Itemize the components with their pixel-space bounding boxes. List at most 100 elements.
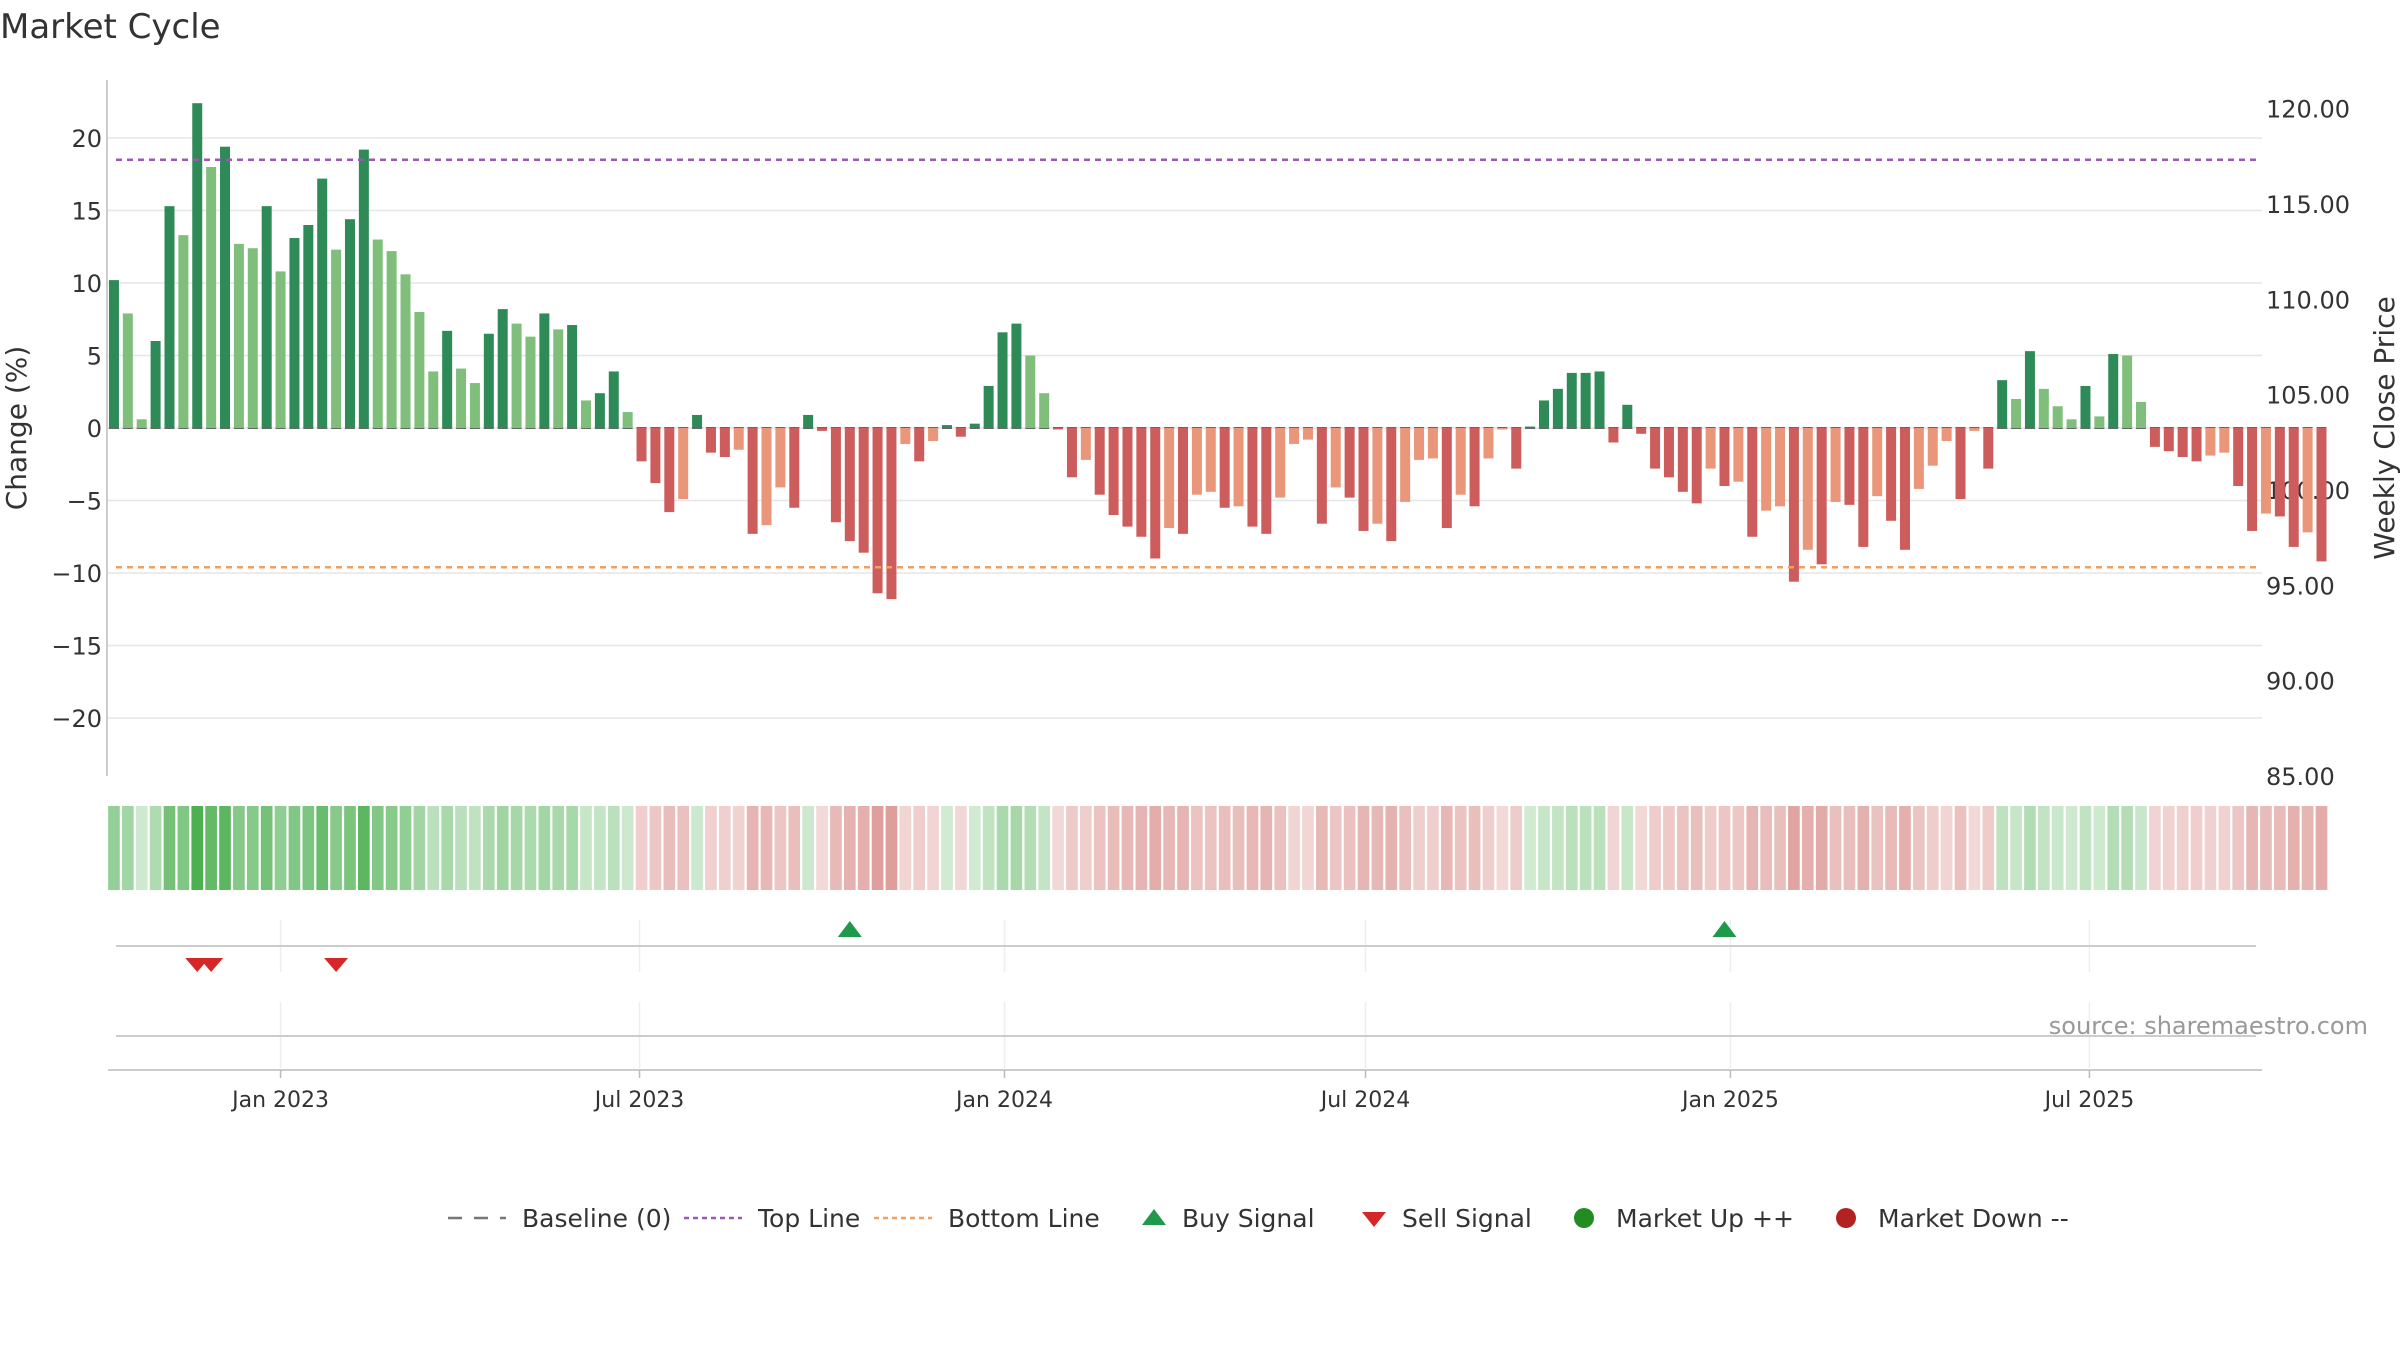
y2-tick-label: 110.00: [2266, 286, 2350, 314]
change-bar: [1802, 428, 1813, 550]
change-bar: [900, 428, 911, 444]
heatmap-cell: [719, 806, 731, 890]
heatmap-cell: [1093, 806, 1106, 890]
change-bar: [1191, 428, 1202, 495]
buy-signal-marker: [837, 921, 862, 937]
change-bar: [1178, 428, 1189, 534]
heatmap-cell: [580, 806, 592, 890]
change-bar: [1566, 372, 1577, 428]
y2-tick-label: 90.00: [2266, 668, 2335, 696]
heatmap-cell: [1815, 806, 1828, 890]
heatmap-cell: [1635, 806, 1648, 890]
change-bar: [1094, 428, 1105, 495]
change-bar: [692, 414, 703, 428]
momentum-heatmap: [108, 806, 2328, 890]
change-bar: [775, 428, 786, 488]
change-bar: [150, 341, 161, 428]
change-bar: [1219, 428, 1230, 508]
heatmap-cell: [1371, 806, 1384, 890]
heatmap-cell: [635, 806, 648, 890]
heatmap-cell: [205, 806, 217, 890]
heatmap-cell: [1329, 806, 1342, 890]
heatmap-cell: [760, 806, 773, 890]
x-tick-label: Jul 2025: [2043, 1088, 2135, 1113]
change-bar: [2288, 428, 2299, 547]
change-bar: [497, 309, 508, 428]
change-bar: [1136, 428, 1147, 537]
change-bar: [1150, 428, 1161, 559]
change-bar: [206, 167, 217, 428]
change-bar: [636, 428, 647, 462]
change-bar: [830, 428, 841, 523]
heatmap-cell: [1052, 806, 1064, 890]
heatmap-cell: [1732, 806, 1745, 890]
change-bar: [400, 274, 411, 428]
change-bar: [2219, 428, 2230, 453]
heatmap-cell: [1746, 806, 1759, 890]
heatmap-cell: [1621, 806, 1634, 890]
change-bar: [1705, 428, 1716, 469]
heatmap-cell: [1760, 806, 1772, 890]
heatmap-cell: [1788, 806, 1800, 890]
heatmap-cell: [663, 806, 676, 890]
heatmap-cell: [857, 806, 870, 890]
change-bar: [581, 400, 592, 428]
change-bar: [469, 383, 480, 428]
change-bar: [1969, 428, 1980, 431]
change-bar: [275, 271, 286, 428]
change-bar: [164, 206, 175, 428]
change-bar: [525, 336, 536, 428]
heatmap-cell: [2260, 806, 2272, 890]
heatmap-cell: [399, 806, 412, 890]
heatmap-cell: [1079, 806, 1092, 890]
change-bar: [1316, 428, 1327, 524]
change-bar: [1302, 428, 1313, 440]
heatmap-cell: [344, 806, 356, 890]
heatmap-cell: [455, 806, 467, 890]
legend-triangle-up-icon: [1142, 1209, 1166, 1225]
y2-axis-label: Weekly Close Price: [2368, 296, 2400, 559]
change-bar: [2247, 428, 2258, 531]
heatmap-cell: [1871, 806, 1884, 890]
change-bar: [1788, 428, 1799, 582]
heatmap-cell: [177, 806, 190, 890]
heatmap-cell: [1246, 806, 1259, 890]
heatmap-cell: [566, 806, 578, 890]
heatmap-cell: [802, 806, 814, 890]
heatmap-cell: [621, 806, 634, 890]
heatmap-cell: [538, 806, 551, 890]
change-bar: [1663, 428, 1674, 478]
change-bar: [2038, 388, 2049, 428]
heatmap-cell: [1385, 806, 1398, 890]
heatmap-cell: [1524, 806, 1536, 890]
change-bar: [955, 428, 966, 437]
change-bar: [1066, 428, 1077, 478]
heatmap-cell: [705, 806, 717, 890]
heatmap-cell: [2051, 806, 2064, 890]
change-bar: [1886, 428, 1897, 521]
change-bar: [1247, 428, 1258, 527]
change-bar: [1372, 428, 1383, 524]
heatmap-cell: [955, 806, 967, 890]
y-tick-label: −10: [51, 560, 102, 588]
x-tick-label: Jan 2024: [954, 1088, 1053, 1113]
heatmap-cell: [982, 806, 995, 890]
change-bar: [1400, 428, 1411, 502]
heatmap-cell: [1357, 806, 1370, 890]
change-bar: [983, 385, 994, 428]
change-bar: [747, 428, 758, 534]
heatmap-cell: [1121, 806, 1134, 890]
heatmap-cell: [1899, 806, 1911, 890]
y-tick-label: 15: [71, 198, 102, 226]
legend-item: Top Line: [684, 1204, 860, 1233]
change-bar: [928, 428, 939, 442]
heatmap-cell: [1399, 806, 1411, 890]
heatmap-cell: [2315, 806, 2328, 890]
heatmap-cell: [2149, 806, 2161, 890]
heatmap-cell: [913, 806, 926, 890]
change-bar: [136, 419, 147, 428]
heatmap-cell: [1913, 806, 1925, 890]
change-bar: [539, 313, 550, 428]
legend-label: Market Up ++: [1616, 1204, 1794, 1233]
heatmap-cell: [427, 806, 440, 890]
